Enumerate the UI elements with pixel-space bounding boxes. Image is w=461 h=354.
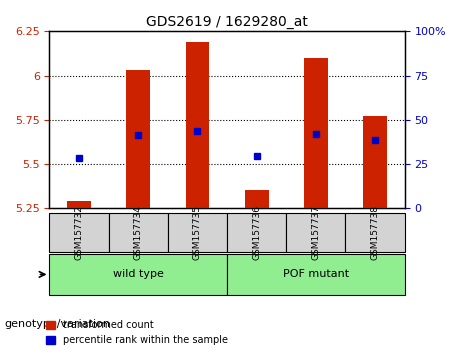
Text: GSM157735: GSM157735 bbox=[193, 205, 202, 260]
FancyBboxPatch shape bbox=[49, 212, 109, 252]
Bar bbox=[245, 190, 268, 208]
Text: GSM157736: GSM157736 bbox=[252, 205, 261, 260]
FancyBboxPatch shape bbox=[345, 212, 405, 252]
Bar bbox=[363, 116, 387, 208]
Legend: transformed count, percentile rank within the sample: transformed count, percentile rank withi… bbox=[42, 316, 232, 349]
Bar bbox=[126, 70, 150, 208]
Text: GSM157738: GSM157738 bbox=[371, 205, 379, 260]
Bar bbox=[186, 42, 209, 208]
Title: GDS2619 / 1629280_at: GDS2619 / 1629280_at bbox=[146, 15, 308, 29]
Bar bbox=[67, 201, 91, 208]
FancyBboxPatch shape bbox=[49, 254, 227, 295]
Bar bbox=[304, 58, 328, 208]
Text: GSM157737: GSM157737 bbox=[311, 205, 320, 260]
Text: wild type: wild type bbox=[113, 269, 164, 279]
FancyBboxPatch shape bbox=[168, 212, 227, 252]
Text: genotype/variation: genotype/variation bbox=[5, 319, 111, 329]
FancyBboxPatch shape bbox=[109, 212, 168, 252]
FancyBboxPatch shape bbox=[227, 212, 286, 252]
Text: POF mutant: POF mutant bbox=[283, 269, 349, 279]
Text: GSM157732: GSM157732 bbox=[75, 205, 83, 260]
Text: GSM157734: GSM157734 bbox=[134, 205, 143, 260]
FancyBboxPatch shape bbox=[286, 212, 345, 252]
FancyBboxPatch shape bbox=[227, 254, 405, 295]
